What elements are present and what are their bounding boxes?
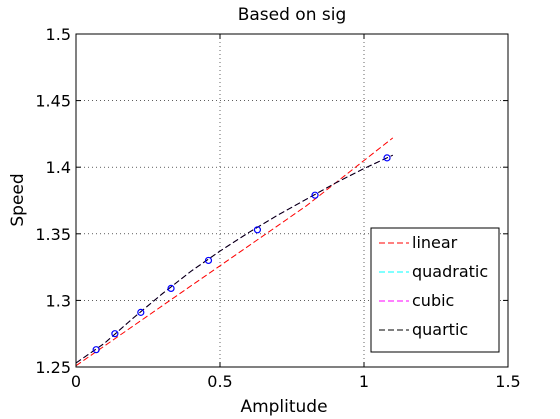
chart-title: Based on sig — [238, 5, 347, 25]
legend-label-linear: linear — [412, 233, 458, 252]
legend-label-quartic: quartic — [412, 320, 468, 339]
data-point — [137, 308, 145, 316]
legend: linear quadratic cubic quartic — [370, 227, 500, 353]
series-line-quartic — [75, 154, 394, 364]
data-points — [92, 154, 391, 354]
data-point — [204, 256, 213, 265]
data-point — [167, 284, 175, 293]
legend-label-quadratic: quadratic — [412, 262, 488, 281]
y-tick-label: 1.5 — [46, 25, 71, 44]
y-tick-label: 1.4 — [46, 158, 71, 177]
y-tick-label: 1.35 — [35, 225, 71, 244]
data-point — [92, 346, 100, 354]
y-axis-label: Speed — [8, 173, 28, 226]
data-point — [311, 191, 319, 199]
ticks: 0 0.5 1 1.5 1.25 1.3 1.35 1.4 1.45 1.5 — [35, 25, 520, 391]
y-tick-label: 1.3 — [46, 291, 71, 310]
x-tick-label: 1 — [359, 372, 369, 391]
series-layer — [75, 137, 394, 367]
x-axis-label: Amplitude — [240, 397, 327, 417]
data-point — [253, 226, 262, 234]
legend-box — [370, 227, 500, 353]
legend-label-cubic: cubic — [412, 291, 454, 310]
data-point — [111, 330, 119, 338]
x-tick-label: 0.5 — [207, 372, 232, 391]
series-line-linear — [75, 137, 394, 367]
data-point — [383, 154, 391, 162]
y-tick-label: 1.25 — [35, 358, 71, 377]
y-tick-label: 1.45 — [35, 92, 71, 111]
x-tick-label: 1.5 — [495, 372, 520, 391]
x-tick-label: 0 — [71, 372, 81, 391]
plot-frame — [75, 33, 509, 368]
